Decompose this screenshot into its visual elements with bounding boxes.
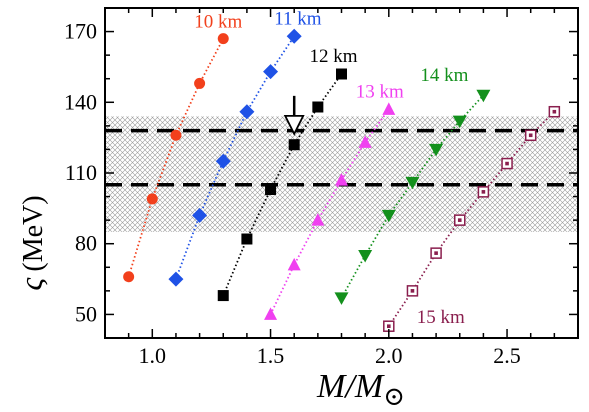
y-tick-label: 170 [64,19,97,44]
data-point [286,28,302,44]
y-axis-greek: ς [13,277,49,291]
series-line [175,35,295,280]
x-tick-label: 2.5 [493,343,521,368]
data-point-center [434,251,438,255]
series-label: 13 km [356,81,404,102]
data-point-center [481,190,486,194]
data-point [382,102,396,115]
data-point [476,89,491,103]
data-point [263,64,279,80]
data-point [358,250,373,263]
data-point [381,209,396,223]
data-point [334,292,349,305]
x-tick-label: 1.5 [257,343,285,368]
data-point [265,184,277,195]
data-point [215,153,231,169]
data-point [287,257,301,271]
y-axis-title: ς (MeV) [13,195,49,290]
y-tick-label: 80 [75,231,97,256]
data-point [429,143,444,157]
data-point [123,271,135,283]
x-tick-label: 2.0 [375,343,403,368]
data-point-center [528,133,533,138]
data-point [288,139,300,151]
data-point-center [552,109,557,114]
x-axis-sun-symbol: ⊙ [383,382,405,411]
series-label: 15 km [417,307,465,328]
x-tick-label: 1.0 [139,343,167,368]
data-point [358,135,372,148]
series-label: 11 km [274,8,322,29]
series-label: 14 km [420,65,468,86]
axis-ticks [104,7,579,339]
data-point-center [387,324,391,329]
arrow-head [283,114,305,136]
data-point [336,68,347,80]
series-markers [123,28,561,332]
data-point [194,77,206,89]
x-axis-main: M/M [316,368,385,405]
data-point [239,104,255,120]
series-label: 12 km [310,46,358,67]
axis-tick-labels: 1.0 1.5 2.0 2.5 50 80 110 140 170 [64,19,521,368]
y-tick-label: 50 [75,301,97,326]
data-point [168,271,184,287]
y-tick-label: 110 [65,160,97,185]
data-point [452,115,467,129]
series-label: 10 km [194,12,242,33]
data-point [217,33,229,45]
data-point [217,290,229,302]
data-point [312,101,324,113]
data-point-center [505,161,509,166]
data-point [405,176,420,190]
data-point [264,307,278,320]
y-tick-label: 140 [64,89,97,114]
data-point [146,193,158,205]
data-point [335,173,348,186]
series-labels: 10 km 11 km 12 km 13 km 14 km 15 km [194,8,468,328]
series-line [222,73,343,296]
arrow-annotation [283,95,305,136]
data-point [192,207,208,223]
data-point-center [410,289,415,293]
data-point-center [457,218,462,222]
series-line [269,108,390,315]
y-axis-unit: (MeV) [18,195,49,271]
x-axis-title: M/M⊙ [316,368,405,411]
data-point [170,129,182,141]
data-point [241,233,253,245]
data-point [311,213,325,226]
